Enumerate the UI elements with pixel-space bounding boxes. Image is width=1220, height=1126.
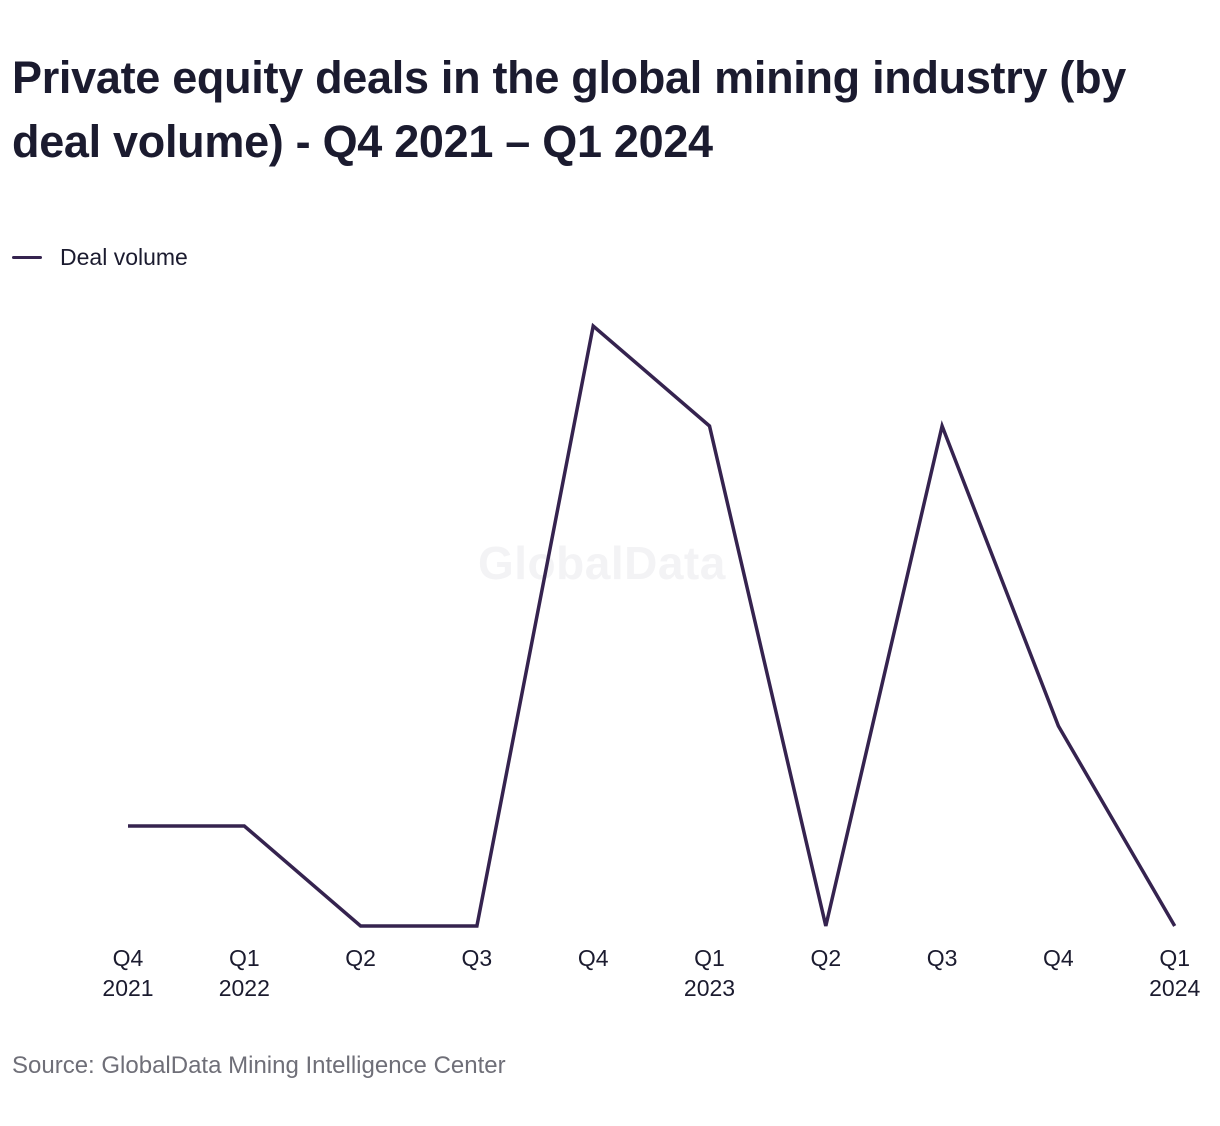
legend-label-deal-volume: Deal volume: [60, 243, 188, 270]
x-tick-label-1: Q1 2022: [219, 945, 270, 1001]
data-point-1: [238, 820, 250, 832]
x-tick-quarter-9: Q1: [1159, 945, 1190, 971]
x-tick-year-1: 2022: [219, 975, 270, 1001]
data-point-8: [1052, 720, 1064, 732]
x-tick-label-9: Q1 2024: [1149, 945, 1200, 1001]
x-tick-quarter-6: Q2: [810, 945, 841, 971]
x-tick-quarter-1: Q1: [229, 945, 260, 971]
x-tick-quarter-3: Q3: [462, 945, 493, 971]
x-tick-quarter-0: Q4: [113, 945, 144, 971]
data-point-4: [587, 320, 599, 332]
x-tick-quarter-5: Q1: [694, 945, 725, 971]
data-point-6: [820, 920, 832, 932]
x-tick-year-0: 2021: [102, 975, 153, 1001]
data-point-7: [936, 420, 948, 432]
legend: Deal volume: [12, 240, 188, 274]
x-tick-label-4: Q4: [578, 945, 609, 971]
x-tick-year-5: 2023: [684, 975, 735, 1001]
data-point-3: [471, 920, 483, 932]
data-point-5: [704, 420, 716, 432]
x-tick-quarter-4: Q4: [578, 945, 609, 971]
x-tick-year-9: 2024: [1149, 975, 1200, 1001]
x-tick-label-8: Q4: [1043, 945, 1074, 971]
chart-title: Private equity deals in the global minin…: [12, 52, 1126, 167]
x-tick-label-7: Q3: [927, 945, 958, 971]
source-note: Source: GlobalData Mining Intelligence C…: [12, 1052, 506, 1079]
data-point-9: [1169, 920, 1181, 932]
x-tick-quarter-2: Q2: [345, 945, 376, 971]
x-tick-label-0: Q4 2021: [102, 945, 153, 1001]
x-tick-quarter-7: Q3: [927, 945, 958, 971]
x-axis-tick-labels: Q4 2021 Q1 2022 Q2 Q3 Q4 Q1 2023 Q2 Q3 Q4 Q1 2024: [102, 945, 1200, 1001]
data-point-2: [355, 920, 367, 932]
x-tick-label-3: Q3: [462, 945, 493, 971]
line-chart: Q4 2021 Q1 2022 Q2 Q3 Q4 Q1 2023 Q2 Q3 Q4 Q1 2024: [102, 320, 1200, 1001]
x-tick-label-5: Q1 2023: [684, 945, 735, 1001]
x-tick-quarter-8: Q4: [1043, 945, 1074, 971]
data-point-0: [122, 820, 134, 832]
x-tick-label-2: Q2: [345, 945, 376, 971]
series-line-deal-volume: [128, 322, 1177, 928]
series-layer: [122, 320, 1181, 932]
legend-swatch-deal-volume: [12, 255, 42, 259]
x-tick-label-6: Q2: [810, 945, 841, 971]
